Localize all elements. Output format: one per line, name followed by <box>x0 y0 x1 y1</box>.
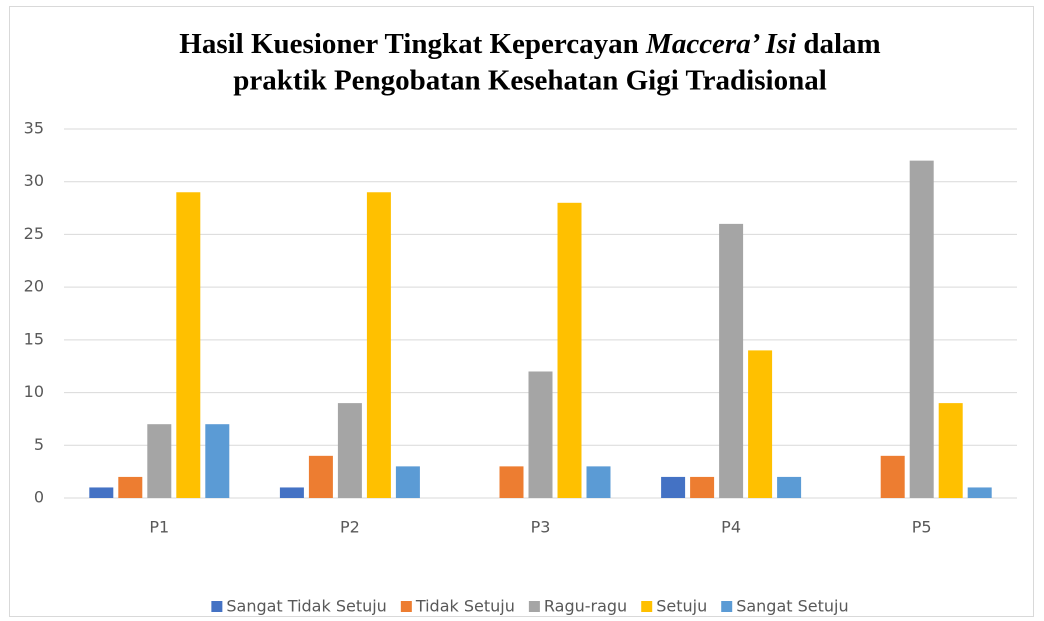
y-tick-label: 10 <box>24 382 44 401</box>
x-tick-label: P4 <box>721 518 741 537</box>
bar <box>748 350 773 498</box>
bar <box>586 466 611 498</box>
legend-swatch <box>721 601 733 612</box>
legend-swatch <box>211 601 223 612</box>
bar <box>279 487 304 498</box>
bar <box>777 476 802 498</box>
title-part: Hasil Kuesioner Tingkat Kepercayan <box>179 28 639 60</box>
legend-swatch <box>528 601 540 612</box>
bar <box>528 371 553 498</box>
chart-title: praktik Pengobatan Kesehatan Gigi Tradis… <box>233 65 827 97</box>
y-tick-label: 20 <box>24 277 44 296</box>
bar <box>499 466 524 498</box>
legend-label: Sangat Tidak Setuju <box>226 597 386 616</box>
bar <box>118 476 143 498</box>
x-tick-label: P2 <box>340 518 360 537</box>
legend-label: Tidak Setuju <box>415 597 515 616</box>
title-part: dalam <box>803 28 880 60</box>
bar <box>967 487 992 498</box>
x-tick-label: P3 <box>531 518 551 537</box>
bar <box>366 192 391 498</box>
bar <box>147 424 172 498</box>
bar <box>719 223 744 498</box>
y-tick-label: 35 <box>24 119 44 138</box>
bar <box>880 455 905 498</box>
y-tick-label: 0 <box>34 488 44 507</box>
legend-swatch <box>641 601 653 612</box>
chart-title: Hasil Kuesioner Tingkat Kepercayan Macce… <box>179 28 880 60</box>
bar <box>205 424 230 498</box>
title-part: Maccera’ Isi <box>645 28 796 60</box>
y-tick-label: 30 <box>24 171 44 190</box>
bar <box>176 192 201 498</box>
x-tick-label: P1 <box>149 518 169 537</box>
legend-swatch <box>400 601 412 612</box>
bar <box>938 403 963 498</box>
bar <box>661 476 686 498</box>
y-tick-label: 5 <box>34 435 44 454</box>
legend-label: Sangat Setuju <box>736 597 848 616</box>
x-tick-label: P5 <box>912 518 932 537</box>
legend-label: Setuju <box>656 597 707 616</box>
bar <box>308 455 333 498</box>
y-tick-label: 15 <box>24 329 44 348</box>
bar <box>337 403 362 498</box>
legend-label: Ragu-ragu <box>544 597 627 616</box>
y-tick-label: 25 <box>24 224 44 243</box>
bar <box>690 476 715 498</box>
bar <box>395 466 420 498</box>
bar <box>909 160 934 498</box>
bar <box>89 487 114 498</box>
bar <box>557 202 582 499</box>
